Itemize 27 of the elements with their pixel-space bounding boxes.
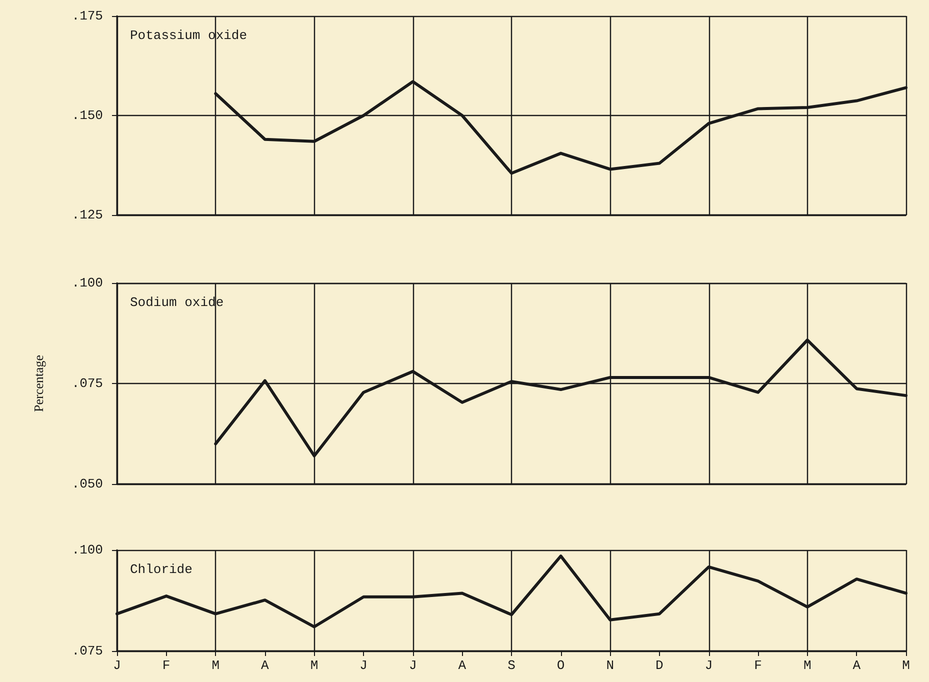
y-tick-label: .075 xyxy=(72,644,103,658)
x-tick-label: F xyxy=(754,658,762,673)
x-tick-label: D xyxy=(656,658,664,673)
y-axis-title: Percentage xyxy=(31,354,46,412)
y-tick-label: .100 xyxy=(72,542,103,558)
y-tick-label: .150 xyxy=(72,108,103,123)
x-tick-label: O xyxy=(556,658,565,673)
x-tick-label: M xyxy=(212,658,220,673)
text: Chloride xyxy=(130,562,192,577)
x-tick-label: A xyxy=(458,658,466,673)
x-tick-label: J xyxy=(113,658,121,673)
y-tick-label: .075 xyxy=(72,376,103,391)
y-tick-label: .100 xyxy=(72,276,103,290)
x-tick-label: M xyxy=(902,658,910,673)
x-tick-label: M xyxy=(803,658,812,673)
x-tick-label: F xyxy=(162,658,170,673)
x-tick-label: J xyxy=(408,658,417,673)
x-tick-label: S xyxy=(508,658,516,673)
x-tick-label: A xyxy=(852,658,861,673)
x-tick-label: N xyxy=(606,658,614,673)
x-tick-label: J xyxy=(704,658,713,673)
x-tick-label: J xyxy=(360,658,368,673)
y-tick-label: .125 xyxy=(72,208,103,222)
x-tick-label: M xyxy=(310,658,318,673)
x-tick-label: A xyxy=(261,658,270,673)
y-tick-label: .050 xyxy=(72,476,103,492)
y-tick-label: .175 xyxy=(72,8,103,24)
